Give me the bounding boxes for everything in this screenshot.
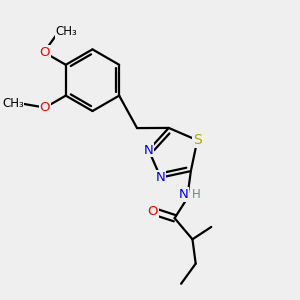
Text: O: O [148, 205, 158, 218]
Text: O: O [39, 46, 50, 59]
Text: O: O [39, 101, 50, 114]
Text: N: N [179, 188, 189, 201]
Text: N: N [144, 143, 154, 157]
Text: N: N [156, 171, 166, 184]
Text: S: S [193, 133, 202, 147]
Text: CH₃: CH₃ [56, 25, 78, 38]
Text: H: H [192, 188, 201, 201]
Text: CH₃: CH₃ [2, 97, 24, 110]
